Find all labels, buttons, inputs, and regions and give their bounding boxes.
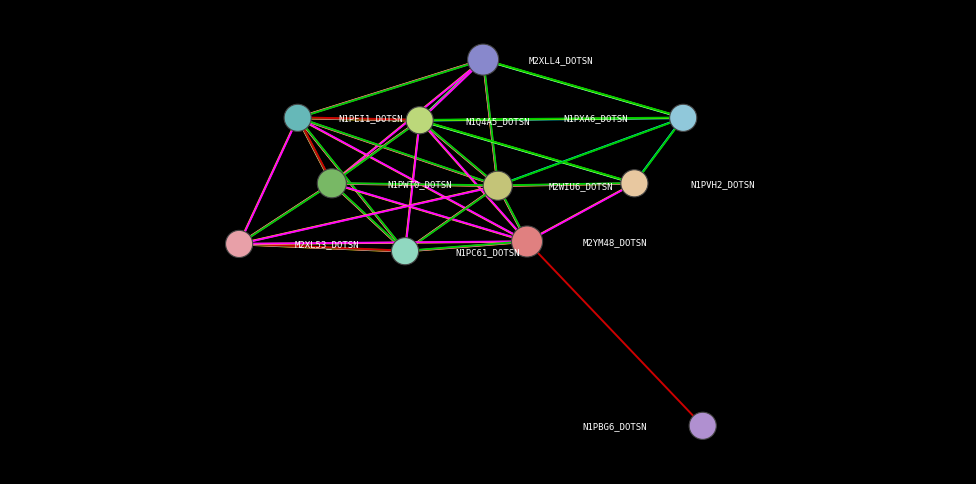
Text: M2XL53_DOTSN: M2XL53_DOTSN (295, 240, 359, 249)
Ellipse shape (391, 238, 419, 265)
Text: N1PWT0_DOTSN: N1PWT0_DOTSN (387, 180, 452, 188)
Ellipse shape (468, 45, 499, 76)
Ellipse shape (284, 105, 311, 132)
Text: N1PEI1_DOTSN: N1PEI1_DOTSN (339, 114, 403, 123)
Ellipse shape (511, 227, 543, 257)
Ellipse shape (225, 231, 253, 258)
Text: N1PXA6_DOTSN: N1PXA6_DOTSN (563, 114, 628, 123)
Ellipse shape (621, 170, 648, 197)
Text: N1Q4A5_DOTSN: N1Q4A5_DOTSN (466, 117, 530, 125)
Ellipse shape (406, 107, 433, 135)
Text: M2WIU6_DOTSN: M2WIU6_DOTSN (549, 182, 613, 191)
Ellipse shape (670, 105, 697, 132)
Ellipse shape (689, 412, 716, 439)
Text: N1PBG6_DOTSN: N1PBG6_DOTSN (583, 422, 647, 430)
Text: N1PC61_DOTSN: N1PC61_DOTSN (456, 247, 520, 256)
Text: N1PVH2_DOTSN: N1PVH2_DOTSN (690, 180, 754, 188)
Ellipse shape (317, 169, 346, 198)
Text: M2YM48_DOTSN: M2YM48_DOTSN (583, 238, 647, 246)
Text: M2XLL4_DOTSN: M2XLL4_DOTSN (529, 56, 593, 65)
Ellipse shape (483, 172, 512, 201)
